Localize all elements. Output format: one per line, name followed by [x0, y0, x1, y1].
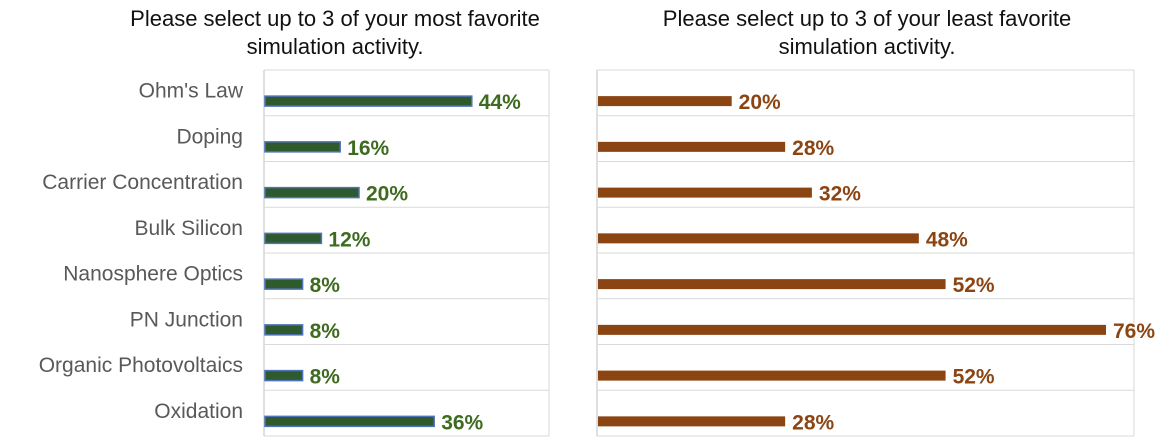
category-labels: Ohm's Law Doping Carrier Concentration Bulk…: [39, 80, 244, 423]
chart-favorite: Please select up to 3 of your most favor…: [39, 6, 550, 437]
chart-title-least-line1: Please select up to 3 of your least favo…: [663, 6, 1071, 31]
data-label-favorite-bulk-silicon: 12%: [328, 228, 370, 251]
data-label-favorite-nanosphere-optics: 8%: [310, 274, 341, 297]
category-label-pn-junction: PN Junction: [130, 308, 243, 331]
data-labels-least-favorite: 20% 28% 32% 48% 52% 76% 52% 28%: [739, 91, 1156, 434]
data-label-least-organic-photovoltaics: 52%: [953, 366, 995, 389]
data-label-least-carrier-concentration: 32%: [819, 183, 861, 206]
bars-favorite: [264, 95, 473, 428]
bar-least-carrier-concentration: [598, 187, 812, 198]
data-labels-favorite: 44% 16% 20% 12% 8% 8% 8% 36%: [310, 91, 522, 434]
bar-favorite-doping: [264, 141, 341, 153]
bar-favorite-oxidation: [264, 415, 435, 428]
data-label-favorite-organic-photovoltaics: 8%: [310, 366, 341, 389]
bar-least-pn-junction: [598, 324, 1106, 335]
data-label-least-pn-junction: 76%: [1113, 320, 1155, 343]
data-label-favorite-doping: 16%: [347, 137, 389, 160]
bar-favorite-pn-junction: [264, 324, 304, 336]
bar-least-doping: [598, 141, 786, 152]
chart-least-favorite: Please select up to 3 of your least favo…: [596, 6, 1156, 437]
bar-favorite-nanosphere-optics: [264, 278, 304, 290]
data-label-favorite-oxidation: 36%: [441, 411, 483, 434]
data-label-least-nanosphere-optics: 52%: [953, 274, 995, 297]
bar-least-oxidation: [598, 416, 786, 427]
category-label-organic-photovoltaics: Organic Photovoltaics: [39, 354, 243, 377]
bar-favorite-organic-photovoltaics: [264, 369, 304, 382]
data-label-least-bulk-silicon: 48%: [926, 228, 968, 251]
category-label-oxidation: Oxidation: [154, 400, 243, 423]
data-label-favorite-carrier-concentration: 20%: [366, 183, 408, 206]
category-label-bulk-silicon: Bulk Silicon: [134, 217, 243, 240]
data-label-least-ohm-s-law: 20%: [739, 91, 781, 114]
chart-title-favorite-line2: simulation activity.: [247, 34, 424, 59]
bar-favorite-ohm-s-law: [264, 95, 473, 107]
bar-least-nanosphere-optics: [598, 279, 946, 290]
gridlines-least: [596, 69, 1135, 437]
bar-favorite-bulk-silicon: [264, 232, 323, 245]
bar-least-bulk-silicon: [598, 233, 919, 244]
bar-least-ohm-s-law: [598, 96, 732, 107]
bar-favorite-carrier-concentration: [264, 186, 360, 199]
data-label-least-doping: 28%: [792, 137, 834, 160]
bar-least-organic-photovoltaics: [598, 370, 946, 381]
category-label-ohm-s-law: Ohm's Law: [139, 80, 244, 103]
chart-title-favorite-line1: Please select up to 3 of your most favor…: [130, 6, 540, 31]
data-label-favorite-pn-junction: 8%: [310, 320, 341, 343]
chart-title-least-line2: simulation activity.: [779, 34, 956, 59]
gridlines-favorite: [263, 69, 550, 437]
bars-least-favorite: [598, 96, 1106, 427]
data-label-least-oxidation: 28%: [792, 411, 834, 434]
category-label-doping: Doping: [176, 125, 243, 148]
category-label-carrier-concentration: Carrier Concentration: [42, 171, 243, 194]
category-label-nanosphere-optics: Nanosphere Optics: [63, 263, 243, 286]
data-label-favorite-ohm-s-law: 44%: [479, 91, 521, 114]
